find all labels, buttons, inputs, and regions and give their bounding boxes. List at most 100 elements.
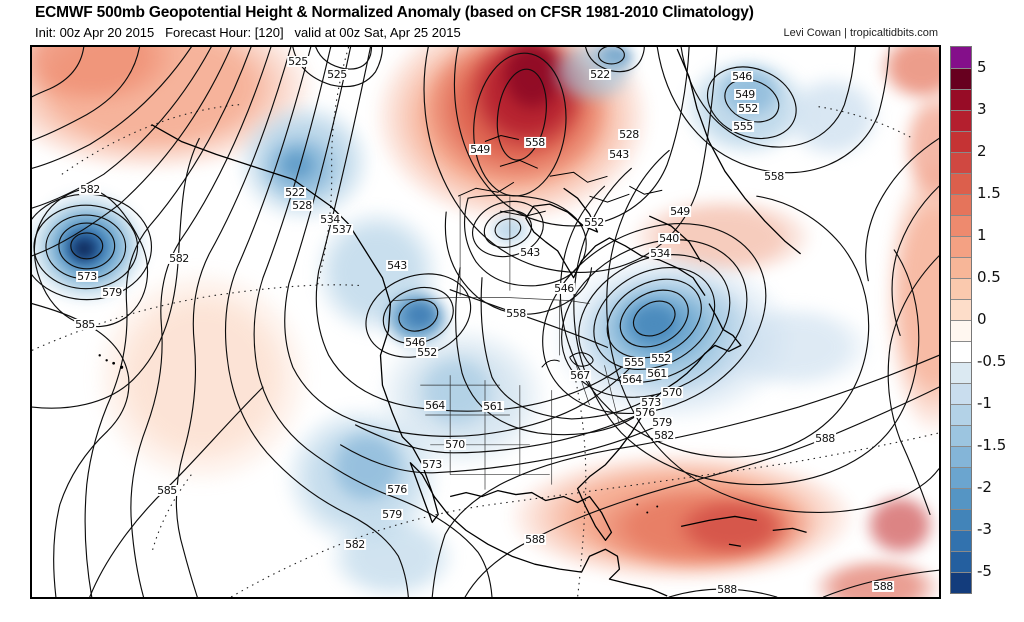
contour-label: 543	[386, 258, 408, 272]
contour-label: 588	[872, 579, 894, 593]
colorbar-segment	[951, 572, 971, 593]
contour-label: 546	[731, 69, 753, 83]
colorbar-segment	[951, 341, 971, 362]
colorbar-tick-label: 1.5	[977, 184, 1001, 202]
contour-label: 582	[344, 537, 366, 551]
colorbar-segment	[951, 509, 971, 530]
page-title: ECMWF 500mb Geopotential Height & Normal…	[35, 4, 754, 21]
colorbar-tick-label: 0.5	[977, 268, 1001, 286]
colorbar-tick-label: 0	[977, 310, 987, 328]
contour-label: 579	[651, 415, 673, 429]
colorbar-segment	[951, 278, 971, 299]
contour-label: 555	[732, 119, 754, 133]
contour-label: 582	[79, 182, 101, 196]
colorbar-tick-label: -5	[977, 562, 992, 580]
colorbar-tick-label: 3	[977, 100, 987, 118]
contour-label: 534	[649, 246, 671, 260]
colorbar-segment	[951, 236, 971, 257]
contour-label: 552	[583, 215, 605, 229]
contour-label: 558	[524, 135, 546, 149]
contour-label: 543	[519, 245, 541, 259]
contour-label: 564	[424, 398, 446, 412]
contour-label: 528	[291, 198, 313, 212]
colorbar-tick-label: 2	[977, 142, 987, 160]
contour-label: 585	[156, 483, 178, 497]
colorbar-segment	[951, 488, 971, 509]
contour-label: 522	[589, 67, 611, 81]
contour-label: 522	[284, 185, 306, 199]
colorbar-segment	[951, 131, 971, 152]
contour-label: 552	[737, 101, 759, 115]
graticule-lines	[32, 47, 939, 597]
contour-label: 546	[553, 281, 575, 295]
contour-label: 567	[569, 368, 591, 382]
contour-label: 561	[482, 399, 504, 413]
contour-label: 525	[326, 67, 348, 81]
colorbar-segment	[951, 383, 971, 404]
contour-label: 528	[618, 127, 640, 141]
contour-lines	[32, 47, 939, 597]
contour-label: 582	[653, 428, 675, 442]
anomaly-colorbar	[950, 46, 972, 594]
map-canvas: 525 525 522 546 549 552 555 558 549 528 543 558 582 5…	[30, 45, 941, 599]
contour-label: 573	[76, 269, 98, 283]
colorbar-segment	[951, 551, 971, 572]
valid-time: valid at 00z Sat, Apr 25 2015	[294, 25, 461, 40]
contour-label: 552	[650, 351, 672, 365]
contour-label: 537	[331, 222, 353, 236]
contour-label: 585	[74, 317, 96, 331]
small-islands	[98, 354, 659, 514]
contour-label: 573	[640, 395, 662, 409]
colorbar-tick-label: -0.5	[977, 352, 1007, 370]
colorbar-segment	[951, 152, 971, 173]
colorbar-segment	[951, 68, 971, 89]
height-contours	[32, 47, 939, 597]
contour-label: 552	[416, 345, 438, 359]
contour-label: 570	[444, 437, 466, 451]
colorbar-segment	[951, 530, 971, 551]
contour-label: 576	[634, 405, 656, 419]
colorbar-tick-label: -1	[977, 394, 992, 412]
colorbar-tick-label: -1.5	[977, 436, 1007, 454]
colorbar-tick-label: 1	[977, 226, 987, 244]
contour-label: 558	[505, 306, 527, 320]
contour-label: 549	[669, 204, 691, 218]
contour-label: 549	[469, 142, 491, 156]
colorbar-tick-label: -2	[977, 478, 992, 496]
contour-label: 573	[421, 457, 443, 471]
colorbar-segment	[951, 320, 971, 341]
colorbar-segment	[951, 362, 971, 383]
init-valid-line: Init: 00z Apr 20 2015 Forecast Hour: [12…	[35, 25, 461, 40]
contour-label: 588	[524, 532, 546, 546]
contour-label: 555	[623, 355, 645, 369]
contour-label: 558	[763, 169, 785, 183]
credit-line: Levi Cowan | tropicaltidbits.com	[783, 27, 938, 39]
colorbar-segment	[951, 47, 971, 68]
colorbar-segment	[951, 257, 971, 278]
contour-label: 543	[608, 147, 630, 161]
contour-label: 576	[386, 482, 408, 496]
contour-label: 588	[814, 431, 836, 445]
colorbar-segment	[951, 194, 971, 215]
colorbar-segment	[951, 173, 971, 194]
contour-label: 579	[381, 507, 403, 521]
colorbar-segment	[951, 467, 971, 488]
forecast-hour: Forecast Hour: [120]	[165, 25, 284, 40]
coastlines	[151, 48, 807, 597]
contour-label: 549	[734, 87, 756, 101]
colorbar-tick-label: -3	[977, 520, 992, 538]
contour-label: 561	[646, 366, 668, 380]
state-borders	[392, 196, 620, 490]
colorbar-segment	[951, 215, 971, 236]
contour-label: 546	[404, 335, 426, 349]
colorbar-tick-label: 5	[977, 58, 987, 76]
contour-label: 564	[621, 372, 643, 386]
colorbar-segment	[951, 425, 971, 446]
init-time: Init: 00z Apr 20 2015	[35, 25, 155, 40]
colorbar-segment	[951, 110, 971, 131]
colorbar-segment	[951, 89, 971, 110]
contour-label: 570	[661, 385, 683, 399]
colorbar-segment	[951, 299, 971, 320]
contour-label: 540	[658, 231, 680, 245]
